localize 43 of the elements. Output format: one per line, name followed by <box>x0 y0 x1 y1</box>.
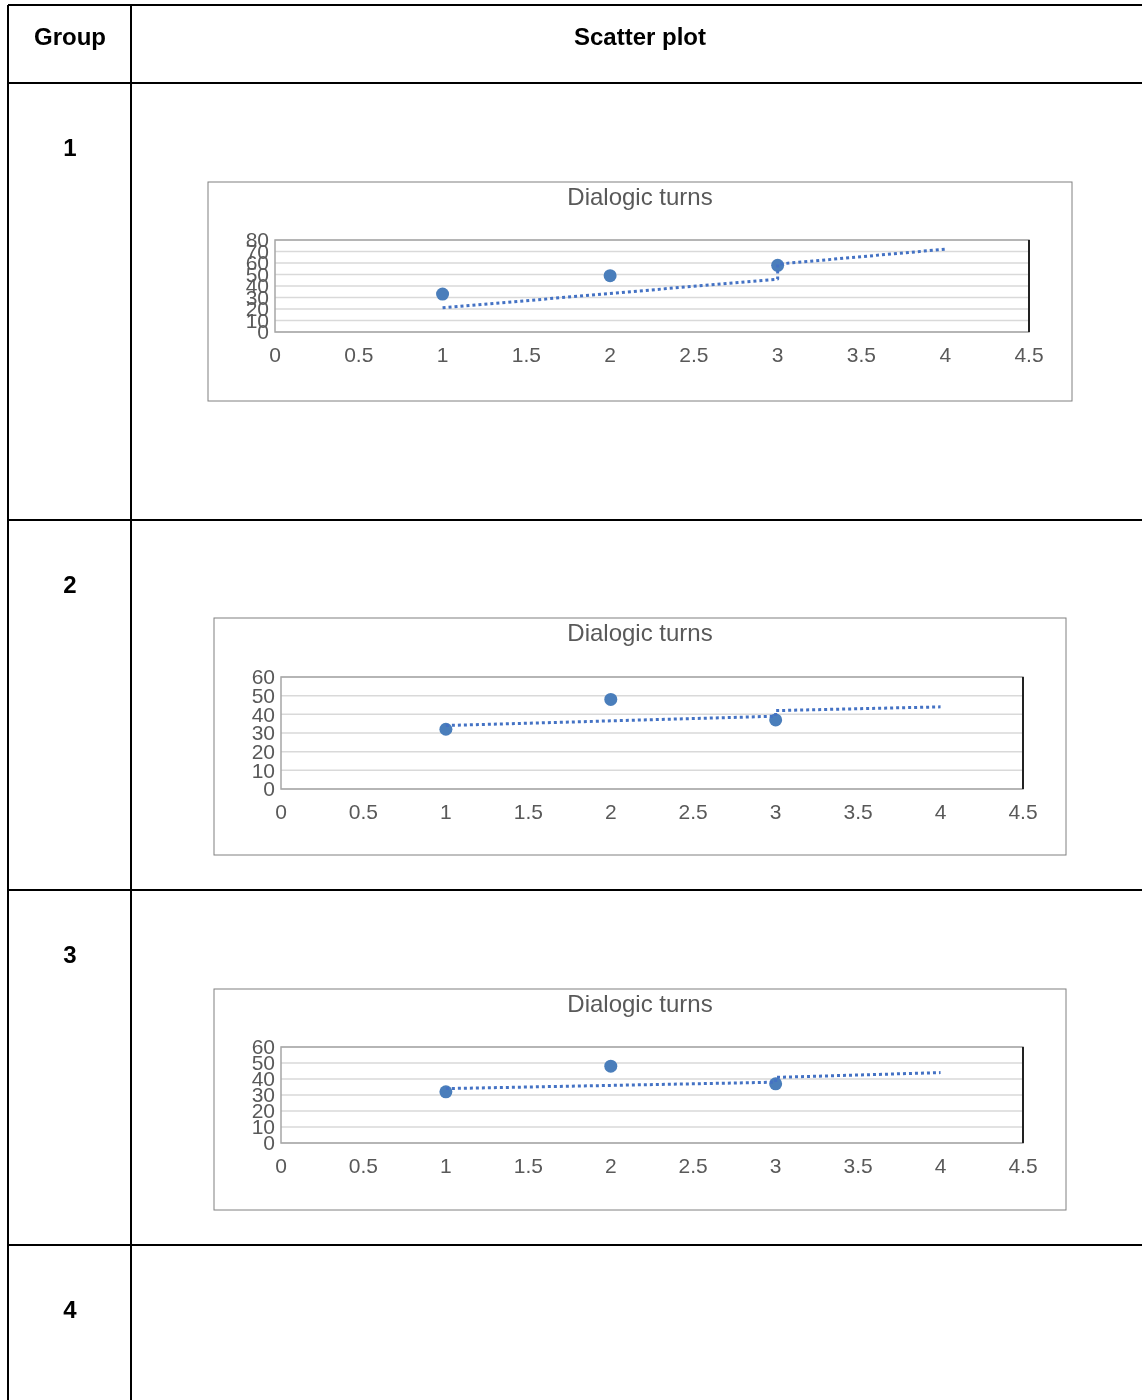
chart-title: Dialogic turns <box>567 990 713 1017</box>
x-tick-label: 2.5 <box>678 800 708 823</box>
x-tick-label: 3.5 <box>843 800 873 823</box>
text: 4 <box>63 1296 78 1323</box>
x-tick-label: 3.5 <box>846 343 877 366</box>
text: Group <box>34 23 106 50</box>
line-series <box>441 247 947 310</box>
x-tick-label: 4 <box>934 1154 947 1177</box>
x-tick-label: 2 <box>604 343 616 366</box>
x-tick-label: 3 <box>769 1154 782 1177</box>
text: Scatter plot <box>573 23 707 50</box>
point <box>604 1059 618 1073</box>
x-tick-label: 3 <box>771 343 784 366</box>
text: 2 <box>63 571 77 598</box>
x-tick-label: 0.5 <box>344 343 374 366</box>
x-tick-label: 2 <box>604 800 617 823</box>
x-tick-label: 2.5 <box>678 1154 708 1177</box>
x-tick-label: 4.5 <box>1014 343 1044 366</box>
x-tick-label: 1 <box>436 343 449 366</box>
x-tick-label: 3.5 <box>843 1154 873 1177</box>
x-tick-label: 4 <box>939 343 952 366</box>
x-tick-label: 4 <box>934 800 947 823</box>
x-tick-label: 2 <box>604 1154 617 1177</box>
x-tick-label: 3 <box>769 800 782 823</box>
chart-title: Dialogic turns <box>567 619 713 646</box>
text: 3 <box>63 941 77 968</box>
x-tick-label: 1.5 <box>511 343 541 366</box>
point <box>439 1085 453 1099</box>
x-tick-label: 1 <box>440 800 452 823</box>
x-tick-label: 1.5 <box>513 1154 543 1177</box>
point <box>603 269 617 283</box>
x-tick-label: 0.5 <box>348 800 379 823</box>
x-tick-label: 4.5 <box>1008 1154 1038 1177</box>
chart-title: Dialogic turns <box>567 183 713 210</box>
point <box>436 287 450 301</box>
x-tick-label: 0.5 <box>348 1154 379 1177</box>
point <box>604 692 618 706</box>
x-tick-label: 2.5 <box>679 343 709 366</box>
x-tick-label: 4.5 <box>1008 800 1038 823</box>
x-tick-label: 1.5 <box>513 800 543 823</box>
point <box>439 722 453 736</box>
x-tick-label: 1 <box>440 1154 452 1177</box>
text: 1 <box>63 134 77 161</box>
